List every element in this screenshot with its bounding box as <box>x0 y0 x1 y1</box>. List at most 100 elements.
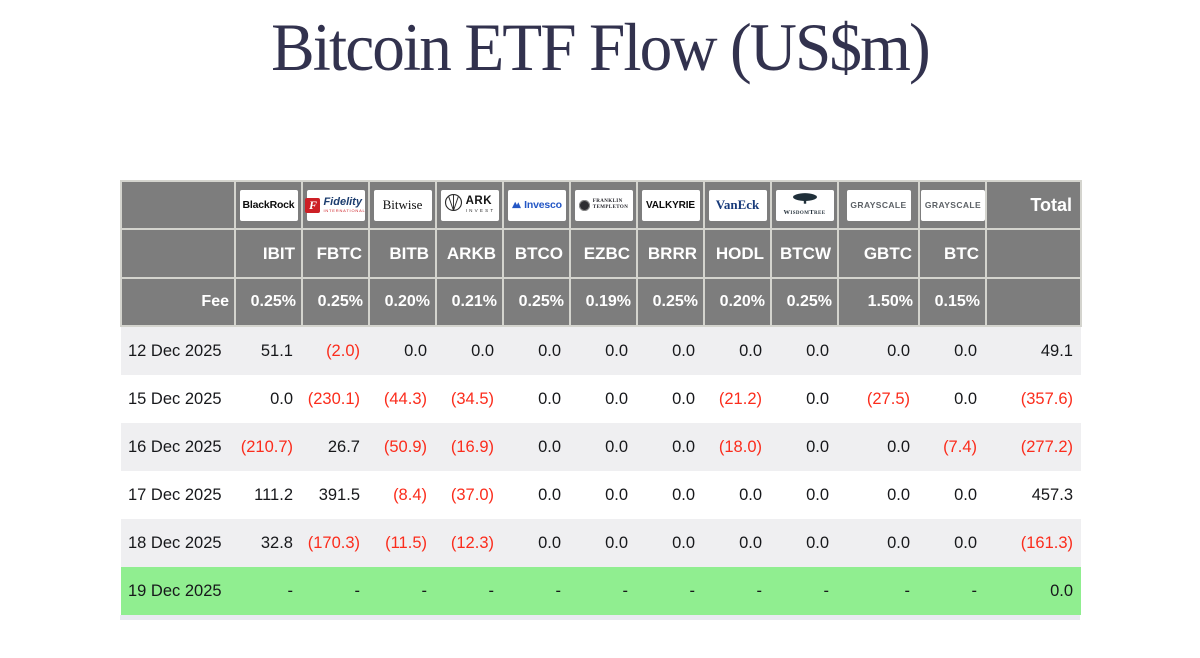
flow-value: 0.0 <box>838 423 919 471</box>
flow-value: 0.0 <box>704 519 771 567</box>
flow-value: (44.3) <box>369 375 436 423</box>
flow-value: 0.0 <box>838 326 919 375</box>
flow-value: (27.5) <box>838 375 919 423</box>
flow-value: 0.0 <box>503 423 570 471</box>
vaneck-wordmark: VanEck <box>715 197 760 212</box>
row-date: 12 Dec 2025 <box>121 326 235 375</box>
row-total: (161.3) <box>986 519 1081 567</box>
row-date: 16 Dec 2025 <box>121 423 235 471</box>
etf-flow-table-container: BlackRock F Fidelity INTERNATIONAL Bitwise AR… <box>120 180 1082 620</box>
issuer-logo-cell-hodl: VanEck <box>703 180 772 230</box>
issuer-logo-row: BlackRock F Fidelity INTERNATIONAL Bitwise AR… <box>120 180 1082 230</box>
ark-invest-label: INVEST <box>465 207 496 213</box>
flow-value: (37.0) <box>436 471 503 519</box>
flow-value: 391.5 <box>302 471 369 519</box>
row-total: 0.0 <box>986 567 1081 615</box>
table-row: 15 Dec 2025 0.0 (230.1) (44.3) (34.5) 0.0 0.0 0… <box>121 375 1081 423</box>
fee-gbtc: 1.50% <box>837 277 920 327</box>
valkyrie-wordmark: VALKYRIE <box>645 199 696 211</box>
table-row: 16 Dec 2025 (210.7) 26.7 (50.9) (16.9) 0.0 0.0… <box>121 423 1081 471</box>
ark-wordmark: ARK INVEST <box>444 193 496 217</box>
wisdomtree-name: WisdomTree <box>783 209 826 217</box>
flow-value: 0.0 <box>503 326 570 375</box>
flow-value: (21.2) <box>704 375 771 423</box>
franklin-line: FRANKLIN <box>592 199 623 205</box>
franklin-logo: FRANKLIN TEMPLETON <box>574 189 633 221</box>
corner-cell <box>120 180 236 230</box>
flow-value: 0.0 <box>570 519 637 567</box>
flow-value: - <box>369 567 436 615</box>
ticker-row-label-cell <box>120 228 236 279</box>
flow-value: 0.0 <box>369 326 436 375</box>
fee-row: Fee 0.25% 0.25% 0.20% 0.21% 0.25% 0.19% 0.25% 0.… <box>120 277 1082 327</box>
valkyrie-logo: VALKYRIE <box>641 189 700 221</box>
ark-circle-icon <box>444 193 463 217</box>
row-date: 15 Dec 2025 <box>121 375 235 423</box>
table-row: 18 Dec 2025 32.8 (170.3) (11.5) (12.3) 0.0 0.0… <box>121 519 1081 567</box>
flow-value: (7.4) <box>919 423 986 471</box>
ticker-ezbc: EZBC <box>569 228 638 279</box>
flow-value: (34.5) <box>436 375 503 423</box>
flow-value: 0.0 <box>637 326 704 375</box>
table-row: 12 Dec 2025 51.1 (2.0) 0.0 0.0 0.0 0.0 0.0 0.0 0.… <box>121 326 1081 375</box>
fidelity-sub-label: INTERNATIONAL <box>323 208 366 213</box>
table-bottom-edge <box>120 615 1080 620</box>
invesco-name: Invesco <box>524 199 562 211</box>
issuer-logo-cell-ibit: BlackRock <box>234 180 303 230</box>
fee-row-label: Fee <box>120 277 236 327</box>
fee-btco: 0.25% <box>502 277 571 327</box>
flow-value: 111.2 <box>235 471 302 519</box>
flow-value: (16.9) <box>436 423 503 471</box>
flow-value: 0.0 <box>704 326 771 375</box>
fee-btc: 0.15% <box>918 277 987 327</box>
flow-value: 0.0 <box>838 471 919 519</box>
fee-fbtc: 0.25% <box>301 277 370 327</box>
ticker-row: IBIT FBTC BITB ARKB BTCO EZBC BRRR HODL BTCW GBTC… <box>120 228 1082 279</box>
flow-value: - <box>302 567 369 615</box>
flow-value: 0.0 <box>771 375 838 423</box>
total-column-header: Total <box>985 180 1082 230</box>
ticker-gbtc: GBTC <box>837 228 920 279</box>
flow-value: 0.0 <box>503 519 570 567</box>
row-total: 49.1 <box>986 326 1081 375</box>
flow-value: 0.0 <box>704 471 771 519</box>
fee-arkb: 0.21% <box>435 277 504 327</box>
issuer-logo-cell-btco: Invesco <box>502 180 571 230</box>
fee-btcw: 0.25% <box>770 277 839 327</box>
flow-value: - <box>919 567 986 615</box>
ticker-total-spacer <box>985 228 1082 279</box>
flow-value: 0.0 <box>919 471 986 519</box>
invesco-wordmark: Invesco <box>511 196 562 214</box>
flow-value: 0.0 <box>235 375 302 423</box>
flow-value: 51.1 <box>235 326 302 375</box>
row-total: 457.3 <box>986 471 1081 519</box>
flow-value: 0.0 <box>771 471 838 519</box>
ticker-btcw: BTCW <box>770 228 839 279</box>
flow-value: - <box>838 567 919 615</box>
flow-value: 0.0 <box>919 375 986 423</box>
flow-value: (2.0) <box>302 326 369 375</box>
issuer-logo-cell-btcw: WisdomTree <box>770 180 839 230</box>
flow-value: 0.0 <box>919 326 986 375</box>
fee-total-spacer <box>985 277 1082 327</box>
table-row: 19 Dec 2025- - - - - - - - - - -0.0 <box>121 567 1081 615</box>
fee-ezbc: 0.19% <box>569 277 638 327</box>
ark-logo: ARK INVEST <box>440 189 499 221</box>
flow-value: 0.0 <box>570 423 637 471</box>
flow-value: 0.0 <box>771 326 838 375</box>
row-date: 18 Dec 2025 <box>121 519 235 567</box>
flow-value: - <box>704 567 771 615</box>
row-date: 19 Dec 2025 <box>121 567 235 615</box>
fee-ibit: 0.25% <box>234 277 303 327</box>
blackrock-wordmark: BlackRock <box>242 199 295 211</box>
fee-bitb: 0.20% <box>368 277 437 327</box>
issuer-logo-cell-gbtc: GRAYSCALE <box>837 180 920 230</box>
flow-value: 0.0 <box>570 471 637 519</box>
flow-value: (50.9) <box>369 423 436 471</box>
issuer-logo-cell-arkb: ARK INVEST <box>435 180 504 230</box>
flow-value: 0.0 <box>570 375 637 423</box>
issuer-logo-cell-fbtc: F Fidelity INTERNATIONAL <box>301 180 370 230</box>
flow-value: - <box>637 567 704 615</box>
templeton-line: TEMPLETON <box>592 205 629 210</box>
table-header: BlackRock F Fidelity INTERNATIONAL Bitwise AR… <box>120 180 1082 327</box>
